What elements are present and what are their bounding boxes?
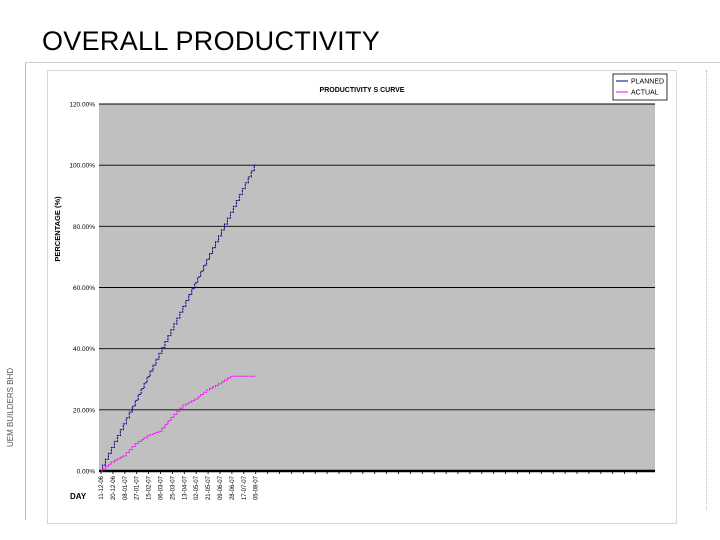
company-side-label: UEM BUILDERS BHD (6, 367, 15, 447)
y-axis-label: PERCENTAGE (%) (53, 196, 62, 262)
slide-dotted-border-right (706, 70, 707, 510)
series-line-planned (101, 164, 256, 472)
y-tick-label: 80.00% (73, 224, 95, 231)
x-tick-label: 05-08-07 (254, 475, 260, 500)
x-tick-label: 02-05-07 (194, 475, 200, 500)
y-tick-label: 0.00% (77, 469, 96, 476)
slide-border-left (25, 62, 26, 520)
legend-label-actual: ACTUAL (631, 90, 659, 97)
slide-border-top (25, 62, 720, 63)
y-tick-label: 40.00% (73, 346, 95, 353)
x-tick-label: 17-07-07 (242, 475, 248, 500)
legend-label-planned: PLANNED (631, 79, 664, 86)
y-tick-label: 60.00% (73, 285, 95, 292)
slide-title: OVERALL PRODUCTIVITY (42, 26, 381, 56)
x-tick-label: 28-06-07 (230, 475, 236, 500)
productivity-chart: 0.00% 20.00% 40.00% 60.00% 80.00% 100.00% 120.… (53, 73, 668, 501)
x-tick-label: 09-06-07 (218, 475, 224, 500)
y-tick-label: 100.00% (69, 163, 95, 170)
x-tick-label: 15-02-07 (147, 475, 153, 500)
x-tick-label: 27-01-07 (135, 475, 141, 500)
x-tick-label: 08-01-07 (123, 475, 129, 500)
x-tick-label: 06-03-07 (159, 475, 165, 500)
x-axis-label: DAY (70, 492, 87, 501)
chart-frame: 0.00% 20.00% 40.00% 60.00% 80.00% 100.00% 120.… (47, 70, 677, 524)
x-tick-label: 21-05-07 (206, 475, 212, 500)
x-tick-label: 20-12-06 (111, 475, 117, 500)
y-tick-label: 120.00% (69, 102, 95, 109)
legend-box (612, 73, 668, 101)
series-line-actual (101, 375, 256, 472)
x-tick-label: 25-03-07 (170, 475, 176, 500)
x-tick-label: 13-04-07 (182, 475, 188, 500)
x-tick-label: 11-12-06 (99, 475, 105, 499)
chart-title: PRODUCTIVITY S CURVE (320, 87, 405, 94)
y-tick-label: 20.00% (73, 407, 95, 414)
